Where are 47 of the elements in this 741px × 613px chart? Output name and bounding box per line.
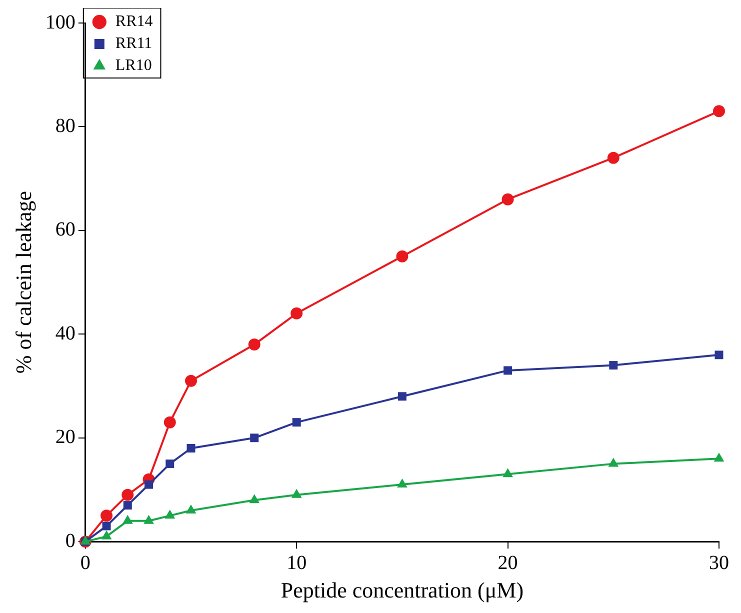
point — [164, 416, 176, 428]
point — [186, 444, 196, 452]
point — [290, 307, 303, 320]
point — [714, 350, 724, 360]
point — [397, 478, 408, 488]
legend-label: LR10 — [115, 57, 152, 74]
y-axis-title: % of calcein leakage — [10, 190, 36, 374]
point — [248, 338, 260, 351]
point — [101, 530, 112, 540]
point — [186, 504, 196, 514]
point — [292, 418, 301, 427]
y-tick-label: 40 — [55, 322, 76, 344]
x-tick-label: 20 — [498, 552, 518, 574]
legend-label: RR14 — [115, 13, 153, 30]
point — [166, 460, 174, 468]
y-tick-label: 20 — [55, 426, 76, 448]
point — [502, 193, 514, 206]
point — [714, 452, 724, 462]
point — [122, 488, 134, 501]
y-tick-label: 60 — [55, 218, 76, 241]
point — [122, 514, 133, 524]
point — [713, 105, 725, 118]
legend-label: RR11 — [115, 35, 152, 52]
point — [291, 488, 302, 498]
x-tick-label: 30 — [709, 552, 729, 574]
point — [164, 510, 176, 519]
point — [502, 468, 513, 478]
y-tick-label: 80 — [55, 114, 76, 137]
x-tick-label: 0 — [80, 552, 90, 574]
point — [396, 250, 408, 262]
point — [504, 366, 512, 375]
point — [607, 152, 620, 164]
point — [144, 514, 154, 524]
point — [609, 361, 618, 370]
point — [250, 434, 259, 442]
point — [144, 480, 154, 489]
x-axis-title: Peptide concentration (μM) — [280, 578, 524, 603]
point — [398, 392, 406, 401]
y-tick-label: 0 — [65, 530, 76, 552]
point — [249, 494, 260, 504]
point — [608, 458, 619, 467]
x-tick-label: 10 — [286, 552, 307, 574]
point — [100, 510, 113, 522]
point — [185, 374, 197, 387]
point — [123, 501, 132, 510]
point — [102, 522, 111, 530]
y-tick-label: 100 — [45, 11, 76, 34]
